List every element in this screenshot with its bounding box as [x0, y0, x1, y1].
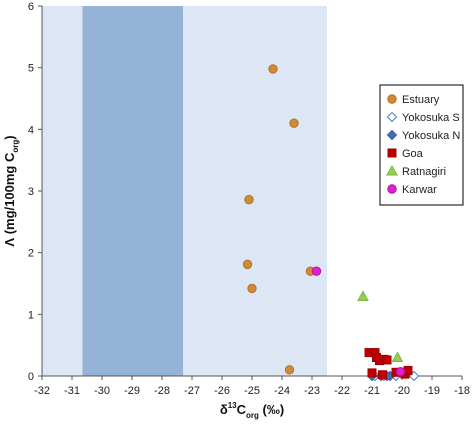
- point-karwar: [395, 366, 406, 377]
- point-goa: [378, 370, 387, 380]
- point-karwar: [311, 266, 322, 276]
- legend-label-yokosuka-s: Yokosuka S: [402, 112, 460, 124]
- y-tick-label: 1: [28, 309, 34, 321]
- shaded-regions: [42, 6, 327, 376]
- x-axis-title-prefix: δ: [220, 402, 228, 417]
- y-axis-title-sub: org: [11, 140, 20, 153]
- legend-label-ratnagiri: Ratnagiri: [402, 166, 446, 178]
- x-axis-title-main: C: [237, 402, 247, 417]
- legend-marker-goa: [387, 148, 397, 158]
- y-axis-title-suffix: ): [2, 135, 17, 139]
- shaded-region-2: [82, 6, 183, 376]
- legend-marker-yokosuka-s: [386, 111, 398, 123]
- legend-marker-karwar: [387, 184, 397, 194]
- x-tick-label: -23: [304, 385, 320, 397]
- x-tick-label: -21: [364, 385, 380, 397]
- x-tick-label: -32: [34, 385, 50, 397]
- y-tick-label: 4: [28, 124, 34, 136]
- x-tick-label: -25: [244, 385, 260, 397]
- y-tick-label: 2: [28, 248, 34, 260]
- legend-label-yokosuka-n: Yokosuka N: [402, 130, 460, 142]
- legend-marker-estuary: [387, 94, 397, 104]
- x-tick-label: -31: [64, 385, 80, 397]
- y-ticks: 0 1 2 3 4 5 6: [28, 1, 42, 383]
- y-tick-label: 3: [28, 186, 34, 198]
- x-tick-label: -20: [394, 385, 410, 397]
- legend-marker-yokosuka-n: [386, 129, 398, 141]
- legend-marker-ratnagiri: [386, 164, 398, 176]
- legend-label-goa: Goa: [402, 148, 424, 160]
- x-axis-title: δ13Corg (‰): [220, 401, 284, 420]
- point-goa: [367, 368, 377, 378]
- x-tick-label: -24: [274, 385, 290, 397]
- x-tick-label: -26: [214, 385, 230, 397]
- legend-label-karwar: Karwar: [402, 184, 437, 196]
- x-tick-label: -22: [334, 385, 350, 397]
- y-axis-title-main: Λ (mg/100mg C: [2, 152, 17, 247]
- y-axis-title: Λ (mg/100mg Corg): [2, 135, 20, 246]
- point-estuary: [284, 365, 295, 375]
- point-goa: [403, 365, 413, 375]
- x-axis-title-sub: org: [246, 411, 259, 420]
- x-tick-label: -29: [124, 385, 140, 397]
- point-estuary: [268, 64, 278, 74]
- x-tick-label: -27: [184, 385, 200, 397]
- x-ticks: -32 -31 -30 -29 -28 -27 -26 -25 -24 -23 -22 -21 -20 -…: [34, 376, 470, 397]
- x-axis-title-sup: 13: [228, 401, 237, 410]
- x-tick-label: -19: [424, 385, 440, 397]
- point-estuary: [244, 194, 254, 205]
- legend: Estuary Yokosuka S Yokosuka N Goa Ratnagiri K…: [379, 84, 464, 206]
- data-points: [242, 64, 420, 382]
- point-ratnagiri: [357, 290, 369, 301]
- legend-label-estuary: Estuary: [402, 94, 440, 106]
- x-tick-label: -28: [154, 385, 170, 397]
- y-tick-label: 0: [28, 371, 34, 383]
- point-estuary: [247, 283, 257, 294]
- x-tick-label: -30: [94, 385, 110, 397]
- point-goa: [382, 355, 392, 365]
- point-estuary: [289, 118, 299, 128]
- y-tick-label: 6: [28, 1, 34, 13]
- y-tick-label: 5: [28, 63, 34, 75]
- point-ratnagiri: [391, 351, 404, 362]
- point-estuary: [242, 259, 253, 270]
- x-tick-label: -18: [454, 385, 470, 397]
- x-axis-title-suffix: (‰): [259, 402, 284, 417]
